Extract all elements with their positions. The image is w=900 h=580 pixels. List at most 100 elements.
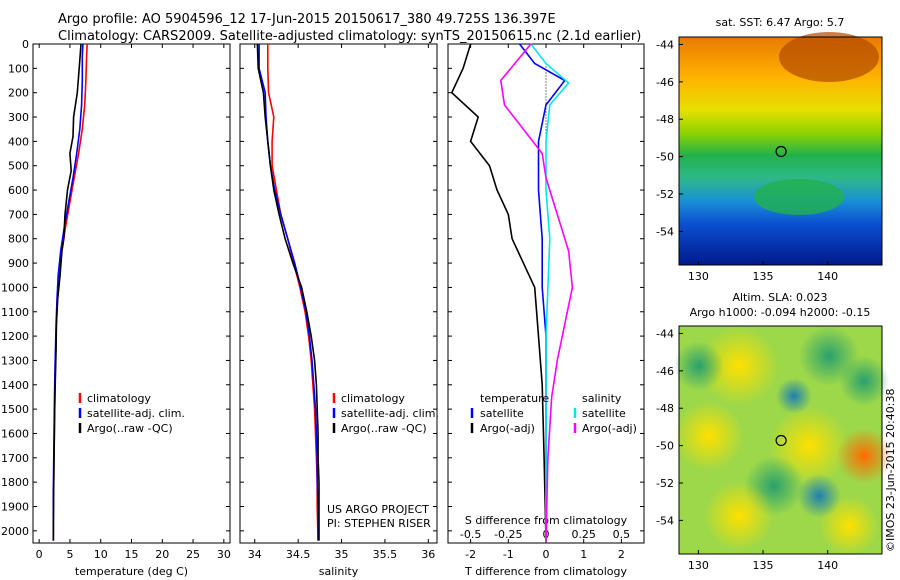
series-line-1 bbox=[258, 44, 319, 541]
credit-label: ©IMOS 23-Jun-2015 20:40:38 bbox=[884, 388, 897, 552]
x-tick-label: 34.5 bbox=[286, 548, 311, 561]
y-tick-label: -50 bbox=[656, 151, 674, 164]
x-tick-label: 5 bbox=[66, 548, 73, 561]
sla-blob bbox=[674, 341, 724, 391]
legend-label: satellite-adj. clim. bbox=[341, 407, 439, 420]
y-tick-label: -54 bbox=[656, 514, 674, 527]
panel-frame bbox=[32, 43, 231, 544]
y-tick-label: 1500 bbox=[1, 403, 29, 416]
y-tick-label: 900 bbox=[8, 257, 29, 270]
y-tick-label: 1000 bbox=[1, 281, 29, 294]
legend-label: Argo(-adj) bbox=[582, 422, 637, 435]
sla-blob bbox=[797, 474, 841, 518]
x-tick-label: 35.5 bbox=[373, 548, 398, 561]
y-tick-label: 1100 bbox=[1, 306, 29, 319]
y-tick-label: 0 bbox=[22, 38, 29, 51]
panel-frame bbox=[239, 43, 438, 544]
y-tick-label: 200 bbox=[8, 87, 29, 100]
y-tick-label: -44 bbox=[656, 327, 674, 340]
x-tick-label: 36 bbox=[421, 548, 435, 561]
map-sst_map: -44 -46 -48 -50 -52 -54 130 135 140 sat. SST: 6.4… bbox=[656, 16, 883, 283]
sla-blob bbox=[776, 378, 812, 414]
y-tick-label: 300 bbox=[8, 111, 29, 124]
x-tick-label-s: -0.25 bbox=[494, 528, 522, 541]
x-tick-label: 35 bbox=[335, 548, 349, 561]
legend-label: climatology bbox=[341, 392, 405, 405]
series-line-1 bbox=[450, 43, 547, 541]
y-tick-label: 100 bbox=[8, 62, 29, 75]
x-tick-label-s: 0.5 bbox=[613, 528, 631, 541]
x-tick-label: 15 bbox=[125, 548, 139, 561]
sla-blob bbox=[699, 326, 779, 406]
x-tick-label: 0 bbox=[36, 548, 43, 561]
y-tick-label: 700 bbox=[8, 208, 29, 221]
legend-label: Argo(-adj) bbox=[480, 422, 535, 435]
x-tick-label: 30 bbox=[217, 548, 231, 561]
map-title: Altim. SLA: 0.023 bbox=[732, 291, 827, 304]
argo-position-marker bbox=[775, 434, 787, 447]
y-tick-label: -52 bbox=[656, 477, 674, 490]
chart-title-line2: Climatology: CARS2009. Satellite-adjuste… bbox=[58, 29, 642, 44]
y-tick-label: -46 bbox=[656, 76, 674, 89]
y-tick-label: 1300 bbox=[1, 354, 29, 367]
map-title: sat. SST: 6.47 Argo: 5.7 bbox=[716, 16, 845, 29]
x-tick-label: -2 bbox=[465, 548, 476, 561]
annotation-text: US ARGO PROJECT bbox=[327, 503, 429, 516]
x-tick-label: 10 bbox=[94, 548, 108, 561]
x-axis-label: T difference from climatology bbox=[464, 565, 627, 578]
x-tick-label: 0 bbox=[543, 548, 550, 561]
series-line-0 bbox=[266, 44, 319, 541]
y-tick-label: -52 bbox=[656, 188, 674, 201]
x-tick-label: 135 bbox=[753, 559, 774, 572]
x-tick-label: 2 bbox=[618, 548, 625, 561]
map-sla_map: -44 -46 -48 -50 -52 -54 130 135 140 Altim. SLA: 0… bbox=[656, 291, 892, 572]
x-axis-label: temperature (deg C) bbox=[75, 565, 188, 578]
legend-label: Argo(..raw -QC) bbox=[87, 422, 173, 435]
x-tick-label: 130 bbox=[688, 559, 709, 572]
x-tick-label: 20 bbox=[155, 548, 169, 561]
y-tick-label: 1400 bbox=[1, 379, 29, 392]
y-tick-label: 1200 bbox=[1, 330, 29, 343]
annotation-text: PI: STEPHEN RISER bbox=[327, 517, 431, 530]
sla-blob bbox=[704, 481, 774, 551]
x-tick-label: 25 bbox=[186, 548, 200, 561]
legend-label: satellite bbox=[480, 407, 524, 420]
series-line-2 bbox=[530, 43, 570, 541]
y-tick-label: 1900 bbox=[1, 500, 29, 513]
legend-label: satellite bbox=[582, 407, 626, 420]
y-tick-label: -48 bbox=[656, 113, 674, 126]
series-line-2 bbox=[256, 43, 320, 541]
x-tick-label: 130 bbox=[688, 270, 709, 283]
legend-label: Argo(..raw -QC) bbox=[341, 422, 427, 435]
series-line-0 bbox=[518, 43, 566, 541]
series-line-2 bbox=[52, 43, 82, 541]
y-tick-label: 1700 bbox=[1, 452, 29, 465]
y-tick-label: -48 bbox=[656, 402, 674, 415]
y-tick-label: 1800 bbox=[1, 476, 29, 489]
map-frame bbox=[678, 36, 883, 266]
y-tick-label: 2000 bbox=[1, 525, 29, 538]
x-tick-label: 1 bbox=[580, 548, 587, 561]
x-tick-label: 34 bbox=[248, 548, 262, 561]
sst-front-patch bbox=[754, 179, 844, 215]
panel-temperature: 0100200300400500600700800900100011001200… bbox=[1, 38, 231, 578]
x-axis-label: salinity bbox=[319, 565, 359, 578]
y-tick-label: 800 bbox=[8, 233, 29, 246]
legend-label: satellite-adj. clim. bbox=[87, 407, 185, 420]
x-tick-label: 140 bbox=[817, 270, 838, 283]
legend-label: climatology bbox=[87, 392, 151, 405]
x-tick-label: 135 bbox=[753, 270, 774, 283]
y-tick-label: 600 bbox=[8, 184, 29, 197]
y-tick-label: 500 bbox=[8, 160, 29, 173]
panel-difference: -2 -1 0 1 2 T difference from climatology -0.5… bbox=[447, 43, 645, 578]
legend-label: salinity bbox=[582, 392, 622, 405]
sla-blob bbox=[839, 356, 889, 406]
sst-warm-patch bbox=[779, 32, 879, 82]
y-tick-label: 1600 bbox=[1, 427, 29, 440]
legend-label: temperature bbox=[480, 392, 549, 405]
y-tick-label: -44 bbox=[656, 38, 674, 51]
series-line-3 bbox=[499, 43, 574, 541]
x-tick-label: 140 bbox=[817, 559, 838, 572]
x-tick-label: -1 bbox=[503, 548, 514, 561]
